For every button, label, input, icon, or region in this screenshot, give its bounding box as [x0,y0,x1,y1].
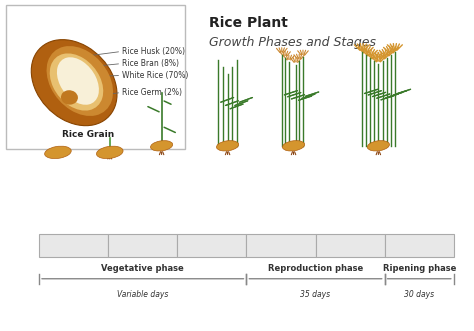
Ellipse shape [217,141,238,151]
Text: Rice Bran (8%): Rice Bran (8%) [122,59,179,68]
Text: 30 days: 30 days [404,290,434,299]
Bar [384,234,454,258]
Ellipse shape [97,146,123,159]
Bar [108,234,177,258]
Ellipse shape [283,141,305,151]
Text: Panicle Initiation: Panicle Initiation [249,241,313,250]
Text: Flowering: Flowering [331,241,369,250]
Ellipse shape [367,141,390,151]
Bar [246,234,316,258]
Text: Rice Germ (2%): Rice Germ (2%) [122,88,182,97]
Ellipse shape [57,57,99,105]
Bar [316,234,384,258]
Text: Germination: Germination [50,241,98,250]
Text: White Rice (70%): White Rice (70%) [122,71,189,80]
Text: Rice Grain: Rice Grain [62,130,114,139]
Ellipse shape [151,141,173,151]
Text: Tillering: Tillering [196,241,228,250]
Text: Rice Plant: Rice Plant [209,16,288,30]
Ellipse shape [61,90,78,105]
Text: Harvest: Harvest [404,241,434,250]
Text: Seedling: Seedling [126,241,159,250]
Ellipse shape [31,40,117,126]
Ellipse shape [46,46,113,116]
Text: Vegetative phase: Vegetative phase [101,264,184,273]
Bar [177,234,246,258]
Ellipse shape [45,146,71,159]
Text: Reproduction phase: Reproduction phase [268,264,363,273]
Ellipse shape [50,53,103,111]
Bar [6,5,185,149]
Text: Rice Husk (20%): Rice Husk (20%) [122,47,185,56]
Text: Ripening phase: Ripening phase [383,264,456,273]
Bar [39,234,108,258]
Text: Variable days: Variable days [117,290,168,299]
Text: 35 days: 35 days [301,290,330,299]
Text: Growth Phases and Stages: Growth Phases and Stages [209,36,376,49]
